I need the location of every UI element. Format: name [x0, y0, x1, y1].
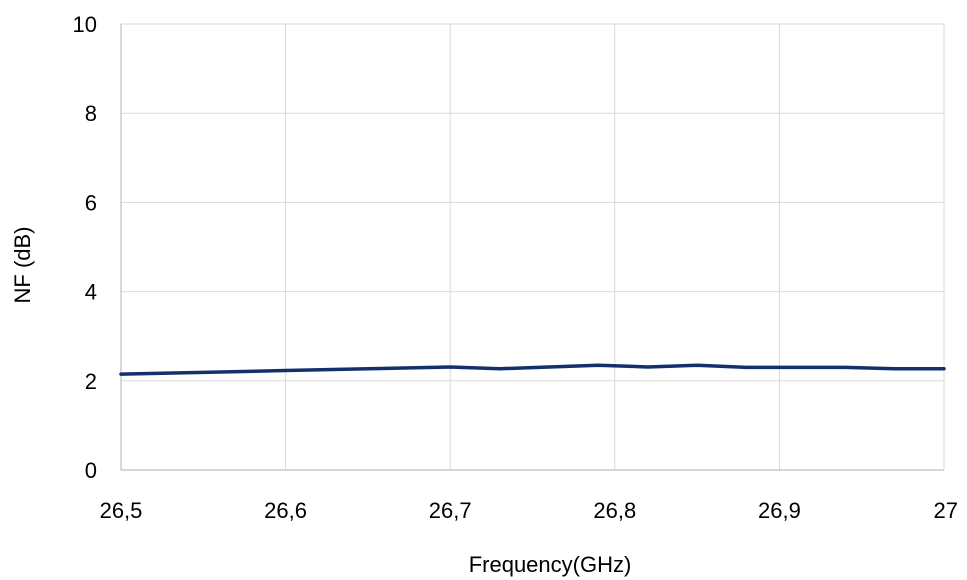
- y-tick-label: 6: [85, 190, 97, 215]
- y-tick-label: 4: [85, 280, 97, 305]
- x-tick-labels: 26,5 26,6 26,7 26,8 26,9 27: [100, 498, 958, 523]
- series-line-0: [119, 363, 946, 376]
- gridlines: [120, 23, 945, 471]
- x-tick-label: 26,8: [593, 498, 636, 523]
- x-tick-label: 26,9: [758, 498, 801, 523]
- series-layer: [119, 363, 946, 376]
- x-tick-label: 26,5: [100, 498, 143, 523]
- y-tick-label: 2: [85, 369, 97, 394]
- axes: [120, 24, 944, 471]
- y-tick-label: 0: [85, 458, 97, 483]
- x-tick-label: 26,7: [429, 498, 472, 523]
- y-axis-title: NF (dB): [10, 227, 35, 304]
- x-tick-label: 26,6: [264, 498, 307, 523]
- x-tick-label: 27: [934, 498, 958, 523]
- x-axis-title: Frequency(GHz): [469, 552, 632, 577]
- y-tick-label: 10: [73, 12, 97, 37]
- y-tick-labels: 0 2 4 6 8 10: [73, 12, 97, 483]
- y-tick-label: 8: [85, 101, 97, 126]
